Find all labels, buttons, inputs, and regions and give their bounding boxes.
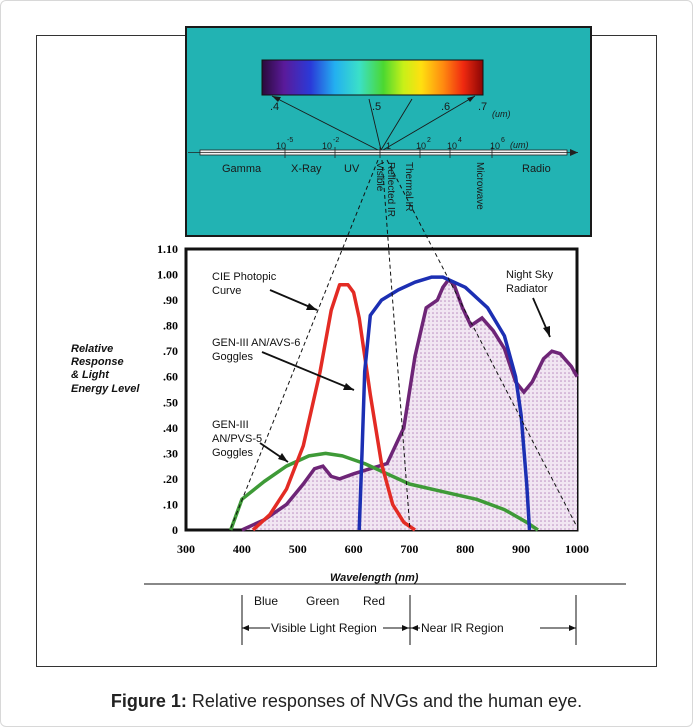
scale-label-exp: 4 (458, 137, 462, 144)
x-tick-label: 400 (233, 542, 251, 556)
region-arrow (411, 625, 418, 631)
spectrum-tick-04: .4 (270, 101, 279, 113)
night-sky-fill (241, 279, 577, 530)
scale-label-base: 10 (416, 141, 426, 151)
arrowhead-left (272, 96, 281, 102)
annotation-pvs5: Goggles (212, 447, 253, 459)
spectrum-tick-07: .7 (478, 101, 487, 113)
spectrum-scale-arrow (570, 149, 578, 156)
x-tick-label: 600 (345, 542, 363, 556)
y-tick-label: .60 (163, 370, 178, 384)
y-axis-label-4: Energy Level (71, 383, 140, 395)
y-tick-label: 1.00 (157, 268, 178, 282)
pointer-avs6 (261, 351, 355, 391)
y-tick-label: .90 (163, 293, 178, 307)
scale-label-exp: -2 (333, 137, 339, 144)
annotation-cie: Curve (212, 285, 241, 297)
y-tick-label: 1.10 (157, 242, 178, 256)
y-tick-label: 0 (172, 523, 178, 537)
band-gamma: Gamma (222, 163, 262, 175)
region-arrow (242, 625, 249, 631)
arrowhead-cie (306, 303, 317, 310)
y-tick-label: .70 (163, 344, 178, 358)
region-red: Red (363, 594, 385, 608)
region-arrow (402, 625, 409, 631)
y-tick-label: .40 (163, 421, 178, 435)
spectrum-arrows (271, 95, 476, 151)
plot-area (229, 275, 579, 532)
band-radio: Radio (522, 163, 551, 175)
x-tick-labels: 300 400 500 600 700 800 900 1000 (177, 542, 589, 556)
spectrum-tick-05: .5 (372, 101, 381, 113)
y-axis-label-3: & Light (71, 369, 110, 381)
cie-photopic-curve (251, 283, 416, 532)
pvs5-curve (229, 451, 539, 532)
annotation-night-sky: Night Sky (506, 269, 554, 281)
x-tick-label: 700 (400, 542, 418, 556)
arrowhead-avs6 (343, 383, 354, 390)
scale-label-exp: -5 (287, 137, 293, 144)
y-tick-label: .20 (163, 472, 178, 486)
figure-caption: Figure 1: Relative responses of NVGs and… (0, 691, 693, 712)
annotation-pvs5: GEN-III (212, 419, 249, 431)
band-reflected-ir: Reflected IR (385, 162, 396, 217)
y-tick-label: .50 (163, 395, 178, 409)
band-uv: UV (344, 163, 360, 175)
region-arrow (569, 625, 576, 631)
band-microwave: Microwave (474, 162, 485, 210)
scale-label-base: 1 (386, 141, 391, 151)
region-visible: Visible Light Region (271, 621, 377, 635)
x-tick-label: 800 (456, 542, 474, 556)
region-blue: Blue (254, 594, 278, 608)
scale-unit: (um) (510, 140, 529, 150)
x-tick-label: 500 (289, 542, 307, 556)
x-tick-label: 900 (512, 542, 530, 556)
caption-label: Figure 1: (110, 691, 187, 711)
band-xray: X-Ray (291, 163, 322, 175)
spectrum-unit: (um) (492, 109, 511, 119)
y-axis-label-2: Response (71, 356, 124, 368)
x-tick-label: 1000 (565, 542, 589, 556)
visible-spectrum-bar (261, 59, 484, 96)
y-tick-label: .30 (163, 446, 178, 460)
scale-label-base: 10 (447, 141, 457, 151)
y-tick-labels: 0 .10 .20 .30 .40 .50 .60 .70 .80 .90 1.00 1.10 (157, 242, 178, 537)
annotation-avs6: Goggles (212, 351, 253, 363)
scale-label-base: 10 (322, 141, 332, 151)
avs6-curve (357, 275, 532, 531)
x-axis-label: Wavelength (nm) (330, 572, 419, 584)
annotation-cie: CIE Photopic (212, 271, 277, 283)
x-tick-label: 300 (177, 542, 195, 556)
y-tick-label: .80 (163, 319, 178, 333)
night-sky-curve (241, 277, 579, 532)
caption-text: Relative responses of NVGs and the human… (186, 691, 583, 711)
y-axis-label-1: Relative (71, 343, 113, 355)
region-green: Green (306, 594, 339, 608)
annotation-pvs5: AN/PVS-5 (212, 433, 262, 445)
y-tick-label: .10 (163, 497, 178, 511)
scale-label-base: 10 (276, 141, 286, 151)
arrowhead-pvs5 (278, 453, 288, 462)
spectrum-tick-06: .6 (441, 101, 450, 113)
arrowhead-right (467, 96, 475, 102)
scale-label-exp: 6 (501, 137, 505, 144)
arrowhead-night-sky (543, 326, 550, 337)
region-near-ir: Near IR Region (421, 621, 504, 635)
annotation-night-sky: Radiator (506, 283, 548, 295)
band-visible: Visible (374, 162, 385, 192)
projection-lines (229, 159, 577, 531)
annotation-avs6: GEN-III AN/AVS-6 (212, 337, 300, 349)
scale-label-base: 10 (490, 141, 500, 151)
scale-label-exp: 2 (427, 137, 431, 144)
band-thermal-ir: Thermal IR (403, 162, 414, 211)
